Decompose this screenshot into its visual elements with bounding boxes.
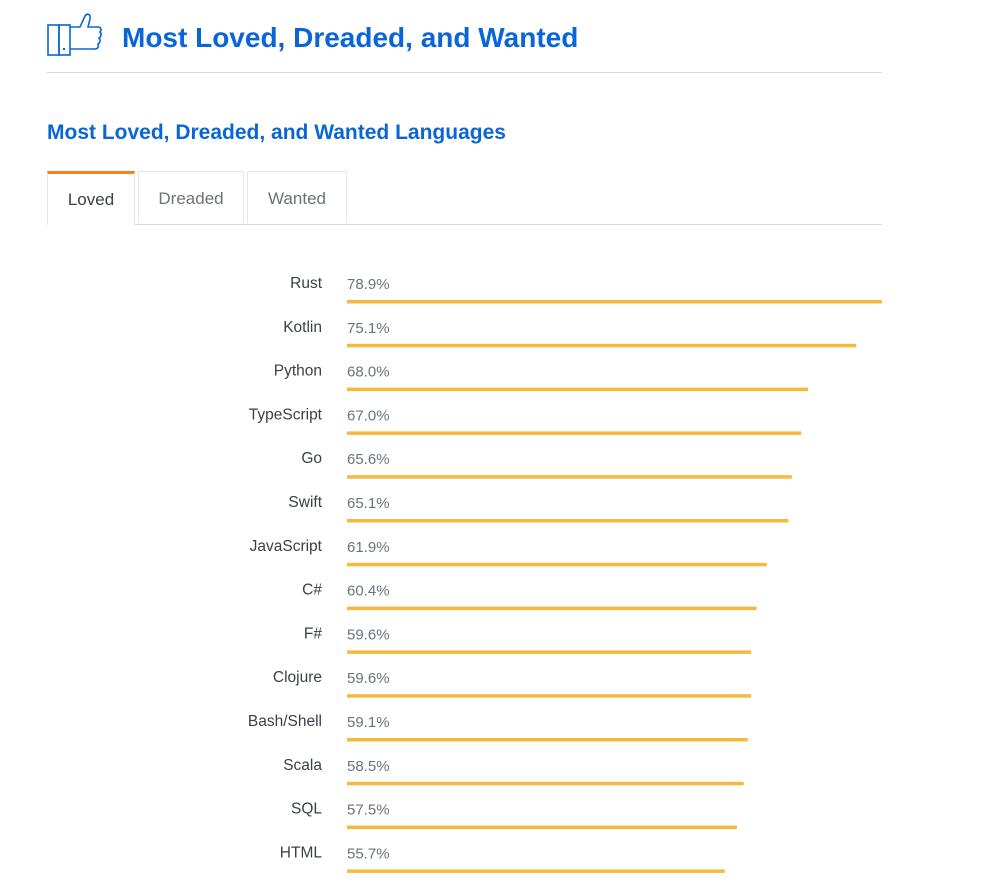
- value-label: 60.4%: [347, 583, 390, 600]
- bar: [347, 825, 737, 830]
- bar: [347, 694, 752, 698]
- bar: [347, 519, 789, 523]
- page-title: Most Loved, Dreaded, and Wanted: [122, 22, 579, 53]
- value-label: 59.1%: [347, 714, 390, 731]
- value-label: 78.9%: [347, 276, 390, 293]
- value-label: 59.6%: [347, 626, 390, 643]
- tab-dreaded[interactable]: Dreaded: [138, 171, 244, 223]
- value-label: 68.0%: [347, 364, 390, 381]
- category-label: HTML: [280, 844, 323, 861]
- value-label: 58.5%: [347, 758, 390, 775]
- category-label: JavaScript: [250, 538, 323, 555]
- bar: [347, 431, 802, 435]
- category-label: F#: [304, 625, 322, 642]
- page-header: Most Loved, Dreaded, and Wanted: [47, 12, 882, 73]
- category-label: Swift: [288, 494, 322, 511]
- value-label: 57.5%: [347, 802, 390, 819]
- category-label: TypeScript: [249, 406, 323, 423]
- category-label: Bash/Shell: [248, 713, 322, 730]
- category-label: C#: [302, 582, 322, 599]
- bar: [347, 343, 857, 348]
- value-label: 65.1%: [347, 495, 390, 512]
- bar: [347, 475, 792, 479]
- bar: [347, 606, 757, 611]
- category-label: Scala: [283, 757, 322, 774]
- bar: [347, 781, 744, 786]
- category-label: Clojure: [273, 669, 322, 686]
- thumbs-up-icon: [47, 13, 102, 56]
- bar: [347, 387, 809, 392]
- tab-wanted[interactable]: Wanted: [247, 171, 347, 223]
- category-label: Rust: [290, 275, 323, 292]
- value-label: 59.6%: [347, 670, 390, 687]
- value-label: 75.1%: [347, 320, 390, 337]
- section-title: Most Loved, Dreaded, and Wanted Language…: [47, 121, 506, 144]
- tab-loved[interactable]: Loved: [47, 171, 135, 225]
- value-label: 61.9%: [347, 539, 390, 556]
- bar: [347, 738, 748, 742]
- bar: [347, 300, 882, 304]
- value-label: 67.0%: [347, 407, 390, 424]
- bar: [347, 869, 725, 873]
- category-label: SQL: [291, 801, 322, 818]
- bar: [347, 650, 752, 654]
- value-label: 55.7%: [347, 845, 390, 862]
- tab-bar: Loved Dreaded Wanted: [47, 171, 882, 225]
- category-label: Go: [301, 450, 322, 467]
- bar: [347, 562, 767, 567]
- loved-languages-chart: Rust 78.9% Kotlin 75.1% Python 68.0% TypeScrip…: [248, 275, 882, 873]
- category-label: Python: [274, 363, 322, 380]
- category-label: Kotlin: [283, 319, 322, 336]
- value-label: 65.6%: [347, 451, 390, 468]
